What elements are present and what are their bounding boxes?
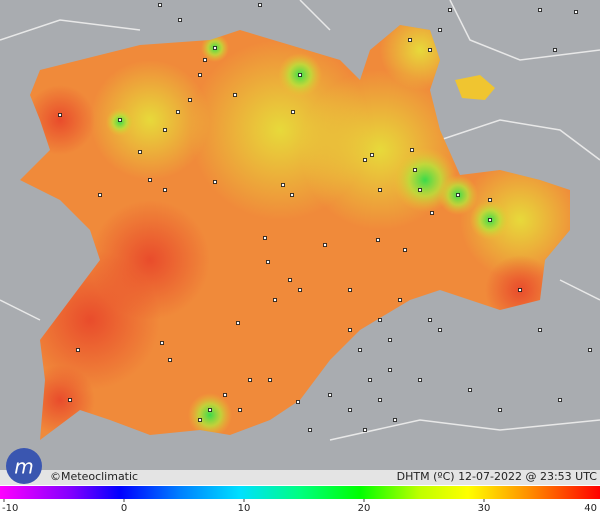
station	[288, 278, 292, 282]
station	[238, 408, 242, 412]
station	[158, 3, 162, 7]
station	[168, 358, 172, 362]
station	[438, 28, 442, 32]
station	[213, 180, 217, 184]
station	[363, 158, 367, 162]
station	[203, 58, 207, 62]
station	[538, 328, 542, 332]
station	[408, 38, 412, 42]
station	[376, 238, 380, 242]
station	[348, 328, 352, 332]
station	[68, 398, 72, 402]
station	[178, 18, 182, 22]
station	[393, 418, 397, 422]
logo	[6, 448, 42, 484]
station	[418, 378, 422, 382]
station	[518, 288, 522, 292]
credit: ©Meteoclimatic	[50, 470, 138, 483]
colorbar-tick-label: 10	[238, 503, 251, 514]
station	[588, 348, 592, 352]
station	[281, 183, 285, 187]
station	[148, 178, 152, 182]
logo-mark: m	[14, 455, 33, 479]
station	[268, 378, 272, 382]
station	[558, 398, 562, 402]
station	[538, 8, 542, 12]
station	[213, 46, 217, 50]
caption: DHTM (ºC) 12-07-2022 @ 23:53 UTC	[397, 470, 598, 483]
station	[138, 150, 142, 154]
station	[410, 148, 414, 152]
enclave	[455, 75, 495, 100]
borders	[0, 0, 600, 441]
station	[488, 198, 492, 202]
station	[418, 188, 422, 192]
station	[290, 193, 294, 197]
colorbar	[0, 486, 600, 499]
station	[378, 398, 382, 402]
station	[160, 341, 164, 345]
colorbar-tick-label: 40	[584, 503, 597, 514]
station	[263, 236, 267, 240]
station	[176, 110, 180, 114]
station	[448, 8, 452, 12]
colorbar-tick-label: -10	[2, 503, 18, 514]
station	[163, 188, 167, 192]
colorbar-tick-label: 30	[478, 503, 491, 514]
station	[403, 248, 407, 252]
station	[428, 318, 432, 322]
station	[308, 428, 312, 432]
station	[398, 298, 402, 302]
station	[58, 113, 62, 117]
station	[378, 188, 382, 192]
station	[378, 318, 382, 322]
station	[348, 408, 352, 412]
station	[118, 118, 122, 122]
station	[323, 243, 327, 247]
station	[198, 73, 202, 77]
station	[370, 153, 374, 157]
station	[328, 393, 332, 397]
station	[258, 3, 262, 7]
station	[438, 328, 442, 332]
station	[98, 193, 102, 197]
station	[348, 288, 352, 292]
station	[163, 128, 167, 132]
station	[430, 211, 434, 215]
station	[273, 298, 277, 302]
station	[368, 378, 372, 382]
station	[363, 428, 367, 432]
colorbar-tick-label: 20	[358, 503, 371, 514]
station	[388, 368, 392, 372]
colorbar-label-band	[0, 499, 600, 521]
station	[198, 418, 202, 422]
stations	[58, 3, 592, 432]
station	[266, 260, 270, 264]
station	[298, 73, 302, 77]
colorbar-tick-label: 0	[121, 503, 127, 514]
station	[76, 348, 80, 352]
station	[188, 98, 192, 102]
station	[413, 168, 417, 172]
station	[553, 48, 557, 52]
station	[298, 288, 302, 292]
station	[223, 393, 227, 397]
station	[488, 218, 492, 222]
credit-bar	[0, 470, 600, 485]
station	[428, 48, 432, 52]
station	[208, 408, 212, 412]
station	[296, 400, 300, 404]
station	[456, 193, 460, 197]
station	[358, 348, 362, 352]
station	[468, 388, 472, 392]
station	[498, 408, 502, 412]
station	[236, 321, 240, 325]
station	[248, 378, 252, 382]
station	[388, 338, 392, 342]
station	[233, 93, 237, 97]
station	[291, 110, 295, 114]
station	[574, 10, 578, 14]
